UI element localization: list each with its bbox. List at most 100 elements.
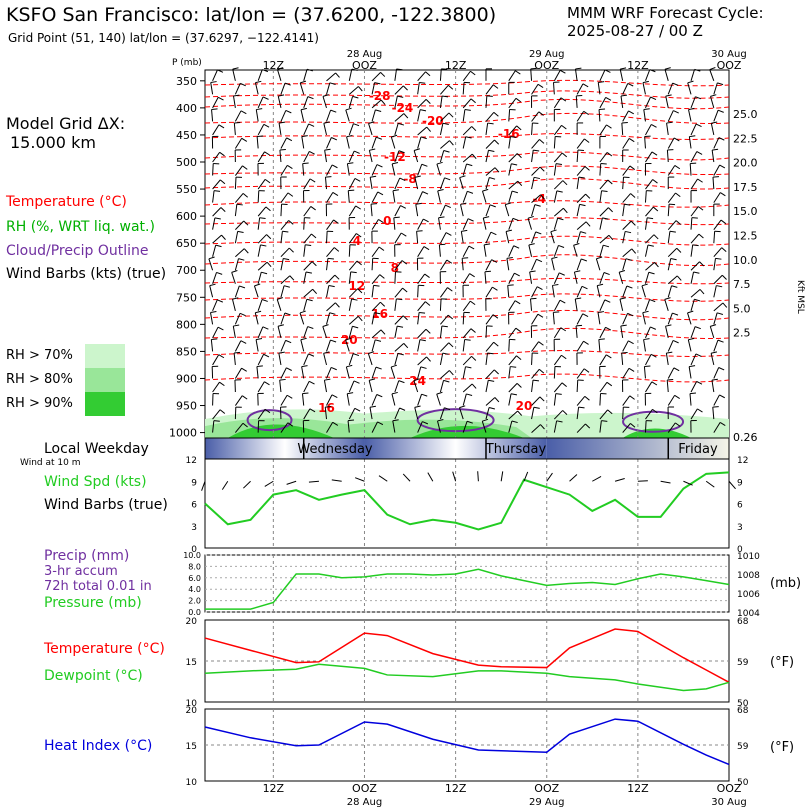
wind-barb — [576, 193, 591, 203]
wind-barb-flag — [425, 328, 431, 334]
wind-barb-flag — [695, 123, 702, 128]
wind-barb-staff — [508, 339, 510, 352]
wind-barb — [348, 298, 358, 311]
wind-barb-staff — [576, 177, 580, 190]
wind-barb-staff — [688, 109, 692, 122]
time-label-top: OOZ — [534, 59, 559, 72]
wind-barb-flag — [488, 149, 495, 152]
wind-barb-staff — [642, 312, 646, 325]
wind-barb-flag — [578, 406, 585, 409]
wind-barb-flag — [240, 340, 247, 344]
wind-barb — [667, 285, 678, 298]
wind-barb — [531, 83, 544, 95]
wind-barb-flag — [471, 153, 477, 159]
wind-barb — [276, 297, 284, 311]
wind-barb-flag — [240, 82, 246, 87]
wind-barb-staff — [257, 96, 264, 109]
time-label-bottom: 12Z — [627, 782, 649, 795]
wind-barb-staff — [485, 167, 496, 176]
time-label-top: OOZ — [717, 59, 742, 72]
wind-barb-flag — [673, 367, 680, 372]
wind-barb — [371, 191, 384, 203]
surface-wind-barb — [592, 475, 602, 482]
wind-barb-staff — [553, 366, 556, 379]
wind-barb-staff — [324, 150, 328, 163]
pressure-tick-label: 1000 — [169, 427, 197, 440]
time-label-bottom: 12Z — [445, 782, 467, 795]
wind-barb-staff — [303, 123, 310, 136]
wind-barb-flag — [719, 394, 725, 399]
wind-barb — [417, 163, 428, 176]
wind-barb-staff — [645, 381, 653, 393]
wind-barb-staff — [713, 367, 720, 379]
wind-barb-flag — [484, 243, 491, 246]
wind-barb — [324, 148, 331, 163]
wind-barb-flag — [630, 220, 636, 226]
wind-barb-flag — [392, 419, 399, 422]
wind-barb — [232, 324, 240, 338]
wind-barb-staff — [690, 123, 697, 136]
wind-barb-staff — [528, 244, 533, 257]
precip-tick-label: 0.0 — [188, 608, 201, 617]
wind-tick-right: 0 — [737, 545, 743, 555]
wind-barb — [508, 190, 518, 203]
wind-barb — [574, 297, 582, 311]
wind-barb — [439, 122, 449, 136]
wind-barb — [462, 339, 471, 352]
wind-barb-flag — [308, 353, 315, 357]
wind-barb-staff — [667, 247, 678, 258]
wind-barb — [462, 218, 474, 230]
wind-barb-flag — [323, 121, 330, 124]
wind-barb — [234, 406, 242, 420]
wind-barb-staff — [348, 326, 353, 339]
pressure-tick-label: 1006 — [737, 590, 760, 600]
wind-barb-staff — [713, 339, 719, 352]
wind-barb-staff — [553, 354, 562, 366]
wind-barb — [690, 244, 699, 257]
wind-barb — [371, 82, 381, 95]
wind-barb — [690, 151, 703, 163]
time-label-top: 12Z — [263, 59, 285, 72]
wind-barb-staff — [713, 110, 719, 122]
wind-barb-staff — [368, 150, 373, 163]
wind-barb-flag — [516, 355, 522, 360]
wind-barb-flag — [664, 67, 671, 70]
wind-barb-staff — [690, 353, 697, 366]
wind-barb — [257, 271, 268, 284]
wind-barb-staff — [417, 218, 424, 230]
wind-barb — [303, 408, 316, 420]
height-tick-label: 15.0 — [733, 205, 758, 218]
wind-barb — [622, 312, 634, 325]
wind-barb-staff — [552, 312, 555, 325]
wind-barb — [485, 84, 499, 95]
wind-barb-staff — [553, 136, 556, 149]
wind-barb-staff — [667, 422, 676, 433]
wind-barb-flag — [697, 206, 704, 211]
wind-barb-flag — [641, 283, 648, 287]
wind-barb — [690, 419, 697, 433]
wind-barb-staff — [690, 381, 698, 393]
wind-barb-flag — [237, 230, 244, 234]
wind-barb — [482, 216, 490, 230]
isotherm-label: -28 — [369, 89, 391, 103]
wind-barb — [485, 379, 495, 393]
wind-barb-flag — [716, 285, 723, 288]
wind-barb-staff — [212, 179, 221, 190]
wind-barb — [712, 176, 719, 190]
wind-barb — [622, 395, 635, 406]
wind-barb-staff — [713, 312, 718, 325]
wind-barb-flag — [287, 164, 293, 169]
wind-barb — [507, 284, 514, 298]
wind-barb — [459, 405, 466, 420]
wind-barb — [621, 122, 628, 135]
wind-barb — [688, 107, 695, 122]
wind-barb — [257, 392, 264, 406]
wind-barb-staff — [710, 123, 715, 136]
wind-barb-staff — [576, 221, 587, 231]
wind-barb-staff — [326, 312, 331, 325]
wind-barb-staff — [622, 193, 631, 203]
wind-barb-staff — [326, 258, 329, 271]
wind-barb-staff — [506, 258, 510, 271]
wind-barb-staff — [234, 285, 240, 298]
wind-barb — [508, 125, 522, 136]
